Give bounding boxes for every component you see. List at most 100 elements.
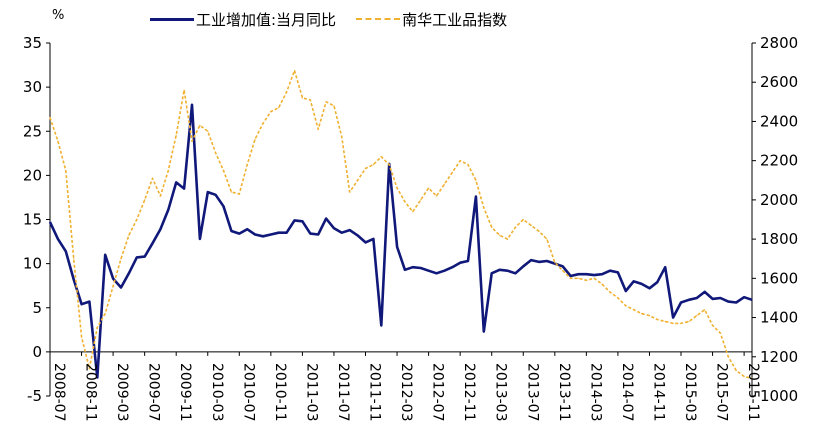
data-point-nanhua	[167, 169, 169, 172]
y-left-tick-label: 35	[23, 34, 42, 52]
data-point-industrial	[215, 194, 217, 196]
data-point-industrial	[120, 286, 122, 289]
y-right-tick-label: 2800	[760, 34, 798, 52]
data-point-industrial	[420, 267, 422, 269]
x-tick-label: 2008-11	[83, 363, 99, 422]
data-point-industrial	[443, 270, 445, 272]
data-point-industrial	[49, 221, 51, 223]
data-point-industrial	[151, 242, 154, 244]
x-tick-label: 2015-11	[745, 363, 761, 422]
legend-item-nanhua: 南华工业品指数	[356, 9, 507, 30]
data-point-industrial	[530, 259, 532, 261]
legend-item-industrial: 工业增加值:当月同比	[150, 9, 336, 30]
data-point-nanhua	[546, 238, 548, 240]
data-point-industrial	[167, 209, 169, 211]
data-point-industrial	[585, 273, 588, 275]
x-tick-label: 2011-11	[367, 363, 383, 422]
y-right-tick-label: 2000	[760, 191, 798, 209]
data-point-nanhua	[704, 309, 706, 311]
data-point-industrial	[254, 233, 256, 236]
data-point-nanhua	[601, 283, 603, 285]
y-left-unit-label: %	[52, 8, 65, 23]
data-point-industrial	[404, 269, 406, 271]
data-point-industrial	[73, 278, 75, 281]
x-tick-label: 2010-07	[240, 363, 256, 422]
data-point-industrial	[570, 275, 572, 277]
y-left-tick-label: 30	[23, 78, 42, 96]
x-tick-label: 2015-03	[682, 363, 698, 422]
chart-legend: 工业增加值:当月同比 南华工业品指数	[150, 6, 527, 32]
data-point-nanhua	[293, 69, 296, 72]
y-right-tick-label: 1600	[760, 269, 798, 287]
data-point-industrial	[380, 324, 382, 326]
data-point-industrial	[230, 230, 232, 232]
data-point-nanhua	[672, 322, 674, 324]
data-point-nanhua	[96, 326, 98, 328]
data-point-nanhua	[183, 89, 185, 91]
data-point-nanhua	[585, 279, 588, 281]
data-point-industrial	[57, 238, 59, 240]
x-tick-label: 2008-07	[51, 363, 67, 422]
x-tick-label: 2014-11	[650, 363, 666, 422]
data-point-nanhua	[648, 315, 651, 317]
data-point-industrial	[633, 280, 635, 282]
data-point-industrial	[286, 232, 288, 234]
y-left-tick-label: 5	[32, 299, 42, 317]
data-point-industrial	[672, 316, 674, 319]
y-left-tick-label: 10	[23, 255, 42, 273]
data-point-nanhua	[317, 128, 319, 130]
data-point-nanhua	[633, 309, 635, 311]
y-right-tick-label: 1400	[760, 309, 798, 327]
data-point-industrial	[199, 238, 201, 240]
data-point-nanhua	[443, 183, 445, 185]
data-point-nanhua	[175, 134, 177, 136]
x-tick-label: 2010-11	[272, 363, 288, 422]
data-point-industrial	[88, 301, 90, 303]
data-point-nanhua	[459, 160, 461, 162]
data-point-industrial	[751, 299, 753, 301]
data-point-nanhua	[712, 324, 714, 326]
chart-axes	[46, 42, 756, 397]
data-point-industrial	[341, 232, 343, 234]
data-point-nanhua	[696, 315, 698, 317]
data-point-nanhua	[364, 167, 367, 170]
data-point-industrial	[428, 270, 430, 272]
data-point-industrial	[459, 262, 461, 264]
data-point-nanhua	[104, 313, 106, 315]
data-point-industrial	[641, 283, 643, 285]
data-point-industrial	[262, 235, 264, 237]
data-point-nanhua	[522, 218, 524, 221]
data-point-industrial	[207, 191, 209, 193]
data-point-industrial	[562, 265, 564, 267]
legend-label-industrial: 工业增加值:当月同比	[196, 10, 337, 29]
data-point-nanhua	[396, 187, 398, 189]
data-point-industrial	[293, 219, 296, 221]
x-tick-label: 2009-11	[177, 363, 193, 422]
data-point-industrial	[735, 301, 737, 304]
data-point-nanhua	[617, 297, 619, 299]
y-left-tick-label: 20	[23, 166, 42, 184]
data-point-industrial	[601, 273, 603, 275]
data-point-industrial	[317, 233, 319, 236]
data-point-industrial	[593, 274, 595, 276]
data-point-industrial	[333, 227, 335, 229]
data-point-nanhua	[530, 224, 532, 226]
chart-tick-labels: -5 0 5 10 15 20 25 30 35 1000 1200 1400 1600 1800 2000…	[23, 34, 798, 422]
data-point-industrial	[491, 272, 493, 274]
data-point-industrial	[144, 256, 146, 258]
data-point-industrial	[222, 205, 225, 207]
data-point-industrial	[246, 228, 248, 230]
data-point-nanhua	[191, 140, 193, 142]
data-point-industrial	[364, 241, 367, 243]
data-point-industrial	[712, 298, 714, 300]
data-point-industrial	[451, 266, 453, 268]
x-tick-label: 2014-03	[587, 363, 603, 422]
x-tick-label: 2014-07	[619, 363, 635, 422]
data-point-nanhua	[538, 230, 540, 232]
data-point-industrial	[727, 301, 729, 303]
data-point-nanhua	[286, 91, 288, 93]
data-point-nanhua	[475, 179, 477, 181]
data-point-industrial	[128, 272, 130, 274]
data-point-industrial	[538, 261, 540, 263]
